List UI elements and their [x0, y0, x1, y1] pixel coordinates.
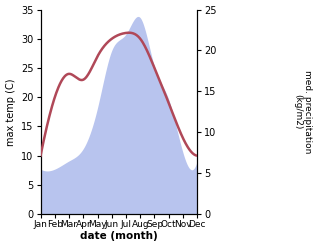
X-axis label: date (month): date (month): [80, 231, 158, 242]
Y-axis label: max temp (C): max temp (C): [5, 78, 16, 145]
Y-axis label: med. precipitation
(kg/m2): med. precipitation (kg/m2): [293, 70, 313, 154]
